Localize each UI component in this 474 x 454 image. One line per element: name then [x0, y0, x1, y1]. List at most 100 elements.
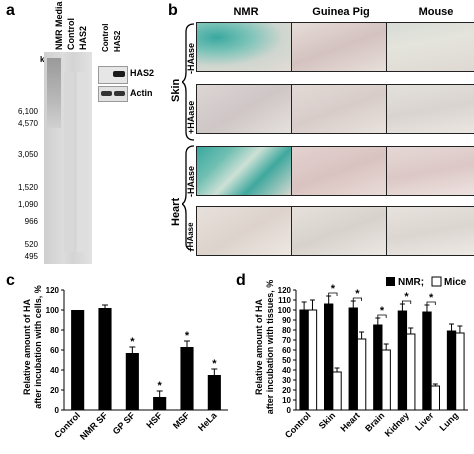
- chart-c-bar: [180, 347, 194, 410]
- chart-c-ytick-label: 120: [46, 286, 60, 295]
- tissue-brackets: [182, 23, 195, 251]
- chart-c-bar: [125, 353, 139, 410]
- chart-d-ytick-label: 60: [282, 346, 291, 355]
- chart-d-significance-bracket: [426, 301, 436, 305]
- chart-c-ytick-label: 20: [50, 386, 59, 395]
- micrograph-skin-plus-mouse: [386, 84, 474, 134]
- heart-plus-haase-label: +HAase: [186, 222, 195, 252]
- chart-d-ytick-label: 70: [282, 336, 291, 345]
- blot-band-actin: Actin: [130, 88, 153, 98]
- chart-d-bar-mice: [381, 349, 391, 411]
- chart-d-bar-nmr: [324, 303, 334, 411]
- chart-d-ytick-label: 50: [282, 356, 291, 365]
- chart-d-bar-mice: [332, 371, 342, 411]
- marker-1090: 1,090: [17, 200, 38, 209]
- panel-d-letter: d: [236, 272, 246, 289]
- chart-c-ytick-label: 0: [55, 406, 60, 415]
- micrograph-heart-plus-mouse: [386, 206, 474, 256]
- micrograph-skin-plus-nmr: [196, 84, 296, 134]
- heart-minus-haase-label: -HAase: [186, 165, 196, 197]
- marker-495: 495: [24, 252, 38, 261]
- chart-d-bar-nmr: [348, 307, 358, 411]
- chart-d-ytick-label: 40: [282, 366, 291, 375]
- chart-d-bar-mice: [307, 309, 318, 411]
- chart-d-bar-mice: [455, 332, 465, 411]
- chart-d-significance: *: [404, 291, 409, 303]
- chart-d-significance: *: [429, 292, 434, 304]
- chart-d-bar-nmr: [299, 309, 309, 411]
- micrograph-heart-plus-guinea-pig: [291, 206, 391, 256]
- chart-d-significance: *: [331, 283, 336, 295]
- chart-c-category-label: MSF: [171, 410, 192, 431]
- chart-d-category-label: Kidney: [383, 410, 411, 438]
- marker-966: 966: [24, 217, 38, 226]
- chart-c: Relative amount of HA after incubation w…: [22, 285, 228, 442]
- micrograph-skin-plus-guinea-pig: [291, 84, 391, 134]
- micrograph-heart-minus-guinea-pig: [291, 146, 391, 196]
- chart-d-bar-nmr: [446, 330, 457, 411]
- agarose-gel-image: [44, 52, 92, 264]
- chart-c-ylabel-line2: after incubation with cells, %: [33, 285, 43, 409]
- chart-d-ytick-label: 10: [282, 396, 291, 405]
- chart-c-ytick-label: 40: [50, 366, 59, 375]
- micrograph-skin-minus-mouse: [386, 22, 474, 72]
- micrograph-heart-plus-nmr: [196, 206, 296, 256]
- chart-d-ytick-label: 90: [282, 316, 291, 325]
- tissue-heart-label: Heart: [170, 197, 182, 226]
- chart-d-bar-mice: [430, 385, 440, 411]
- chart-c-significance: *: [158, 380, 163, 392]
- marker-6100: 6,100: [17, 107, 38, 116]
- column-mouse: Mouse: [418, 6, 454, 18]
- chart-d-significance: *: [380, 305, 385, 317]
- gel-lane-label-has2: HAS2: [78, 25, 88, 50]
- chart-c-ytick-label: 60: [50, 346, 59, 355]
- chart-d-bar-nmr: [397, 310, 408, 411]
- blot-has2-image: [98, 66, 128, 84]
- column-guinea-pig: Guinea Pig: [312, 6, 370, 18]
- chart-d-bar-mice: [406, 333, 416, 411]
- chart-d-ytick-label: 0: [287, 406, 292, 415]
- chart-c-category-label: HeLa: [196, 410, 219, 433]
- chart-d-ytick-label: 20: [282, 386, 291, 395]
- gel-lane-label-nmr-media: NMR Media: [54, 1, 64, 50]
- chart-d-ytick-label: 100: [278, 306, 292, 315]
- chart-d-significance: *: [355, 288, 360, 300]
- chart-d-category-label: Heart: [338, 410, 361, 433]
- chart-c-category-label: HSF: [144, 410, 164, 430]
- legend-nmr-swatch: [386, 277, 395, 286]
- chart-c-category-label: NMR SF: [78, 410, 110, 442]
- chart-d-bar-nmr: [422, 311, 432, 411]
- chart-c-significance: *: [130, 336, 135, 348]
- blot-actin-image: [98, 86, 128, 102]
- panel-b-letter: b: [168, 2, 178, 19]
- skin-minus-haase-label: -HAase: [186, 42, 196, 74]
- chart-d-category-label: Skin: [317, 410, 338, 431]
- chart-d-significance-bracket: [352, 297, 363, 301]
- chart-d-significance-bracket: [328, 292, 338, 296]
- chart-d: Relative amount of HA after incubation w…: [254, 276, 468, 440]
- chart-c-significance: *: [212, 358, 217, 370]
- legend-mice-label: Mice: [444, 277, 467, 288]
- chart-d-ytick-label: 80: [282, 326, 291, 335]
- marker-1520: 1,520: [17, 183, 38, 192]
- marker-520: 520: [24, 240, 38, 249]
- chart-d-ylabel-line1: Relative amount of HA: [254, 298, 264, 395]
- tissue-skin-label: Skin: [170, 78, 182, 102]
- chart-c-bar: [207, 375, 221, 410]
- chart-c-ylabel-line1: Relative amount of HA: [22, 298, 32, 395]
- chart-d-ytick-label: 30: [282, 376, 291, 385]
- chart-c-ytick-label: 80: [50, 326, 59, 335]
- chart-d-ytick-label: 110: [278, 296, 291, 305]
- chart-d-ylabel-line2: after incubation with tissues, %: [265, 280, 275, 415]
- blot-lane-label-has2: HAS2: [113, 30, 122, 52]
- column-nmr: NMR: [233, 6, 259, 18]
- blot-lane-label-control: Control: [101, 23, 110, 52]
- chart-d-ytick-label: 120: [278, 286, 292, 295]
- marker-4570: 4,570: [17, 119, 38, 128]
- chart-c-significance: *: [185, 330, 190, 342]
- chart-d-bar-nmr: [373, 324, 383, 411]
- chart-d-significance-bracket: [401, 300, 412, 304]
- micrograph-skin-minus-nmr: [196, 22, 296, 72]
- marker-3050: 3,050: [17, 150, 38, 159]
